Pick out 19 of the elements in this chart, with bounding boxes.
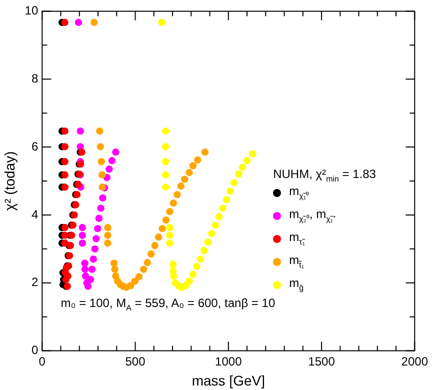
x-tick-label: 500 [125, 354, 146, 368]
legend-label: m$_{g̃}$ [289, 276, 304, 293]
y-tick-label: 0 [31, 343, 38, 358]
x-axis-title: mass [GeV] [192, 372, 265, 388]
legend-label: m$_{τ̃₁}$ [289, 230, 305, 247]
y-tick-label: 4 [31, 207, 38, 222]
legend-label: m$_{t̃₁}$ [289, 253, 304, 270]
y-tick-label: 8 [31, 71, 38, 86]
annotation: NUHM, χ²$_{min}$ = 1.83 [273, 167, 376, 184]
y-tick-label: 10 [24, 4, 38, 18]
legend-label: m$_{χ̃₁⁰}$ [289, 184, 309, 201]
y-tick-label: 2 [31, 275, 38, 290]
annotation: m₀ = 100, M$_{A}$ = 559, A₀ = 600, tanβ = 10 [60, 296, 276, 313]
legend-label: m$_{χ̃₂⁰}$, m$_{χ̃₁⁺}$ [289, 207, 336, 224]
x-tick-label: 2000 [401, 354, 428, 368]
x-tick-label: 1500 [308, 354, 336, 368]
y-tick-label: 6 [31, 139, 38, 154]
y-axis-title: χ² (today) [1, 151, 18, 211]
x-tick-label: 1000 [215, 354, 242, 368]
